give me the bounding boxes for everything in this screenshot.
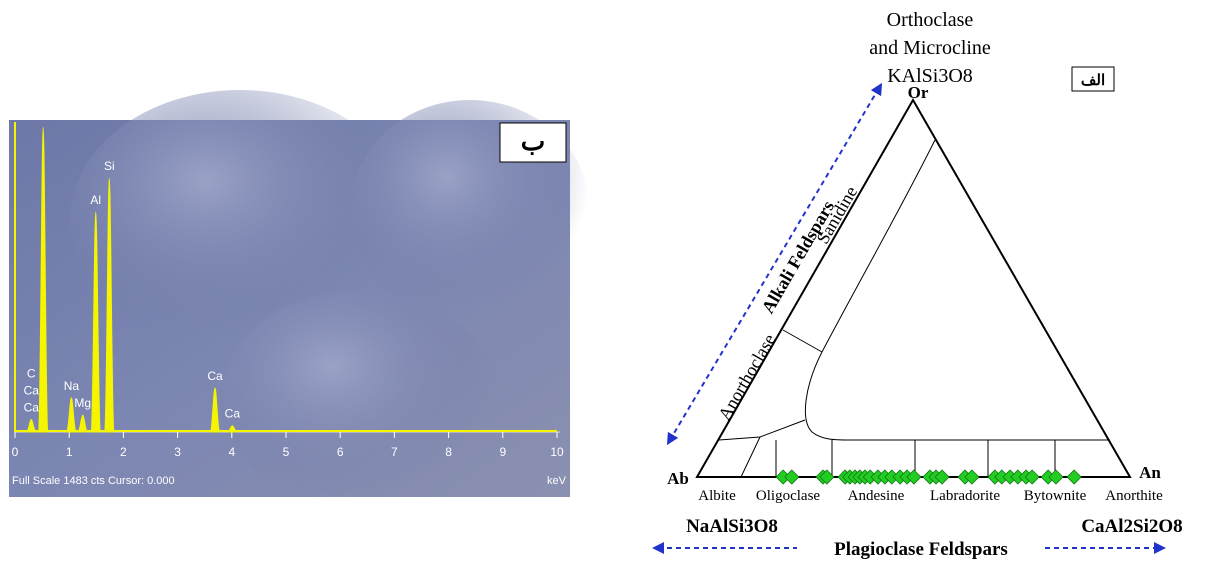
x-tick-label: 5 [283, 445, 290, 459]
field-boundary [804, 139, 1110, 441]
data-point [906, 469, 922, 485]
x-tick-label: 0 [12, 445, 19, 459]
peak-label: Mg [74, 396, 91, 410]
vertex-label: Ab [667, 469, 689, 488]
base-field: Albite [698, 488, 736, 504]
x-tick-label: 8 [445, 445, 452, 459]
peak [26, 418, 37, 433]
peak [227, 425, 238, 433]
vertex-label: An [1139, 463, 1161, 482]
x-tick-label: 10 [550, 445, 564, 459]
badge: ب [521, 126, 545, 156]
x-tick-label: 2 [120, 445, 127, 459]
x-tick-label: 4 [228, 445, 235, 459]
x-tick-label: 6 [337, 445, 344, 459]
badge-box [499, 122, 567, 163]
peak-label: O [39, 108, 48, 122]
peak [209, 387, 221, 433]
x-tick-label: 9 [499, 445, 506, 459]
base-field: Labradorite [930, 488, 1000, 504]
top-title: KAlSi3O8 [887, 65, 973, 87]
arrow [666, 82, 883, 446]
data-point [1024, 469, 1040, 485]
peak [103, 177, 115, 433]
peak-label: Ca [207, 369, 223, 383]
spectrum-panel: ب Full Scale 1483 cts Cursor: 0.000 keV [9, 90, 590, 510]
formula: NaAlSi3O8 [686, 516, 778, 537]
peak-label: Ca [24, 400, 40, 414]
base-field: Andesine [848, 488, 905, 504]
peak [77, 414, 89, 433]
peak-label: C [27, 366, 36, 380]
base-field: Bytownite [1024, 488, 1087, 504]
triangle [695, 97, 1132, 478]
peak-label: Ca [24, 383, 40, 397]
formula: CaAl2Si2O8 [1081, 516, 1182, 537]
top-title: Orthoclase [887, 9, 974, 31]
vertex-label: Or [908, 83, 929, 102]
data-point [934, 469, 950, 485]
base-field: Anorthite [1105, 488, 1163, 504]
peak [37, 126, 49, 433]
data-point [1048, 469, 1064, 485]
x-tick-label: 1 [66, 445, 73, 459]
field-label: Anorthoclase [714, 330, 779, 423]
peak-label: Si [104, 159, 115, 173]
data-point [964, 469, 980, 485]
peak-label: Ca [225, 407, 241, 421]
peak [90, 211, 102, 433]
texture [220, 290, 500, 510]
badge-box [1071, 66, 1115, 92]
badge: الف [1081, 72, 1105, 89]
top-title: and Microcline [869, 37, 991, 59]
x-tick-label: 7 [391, 445, 398, 459]
data-point [819, 469, 835, 485]
x-unit: keV [547, 475, 567, 487]
footer: Full Scale 1483 cts Cursor: 0.000 [12, 475, 175, 487]
peak-label: Al [90, 193, 101, 207]
data-point [784, 469, 800, 485]
bottom-label: Plagioclase Feldspars [834, 539, 1008, 560]
x-tick-label: 3 [174, 445, 181, 459]
peak-label: Na [64, 379, 80, 393]
texture [70, 90, 410, 350]
data-point [1066, 469, 1082, 485]
peak [65, 397, 77, 433]
base-field: Oligoclase [756, 488, 820, 504]
